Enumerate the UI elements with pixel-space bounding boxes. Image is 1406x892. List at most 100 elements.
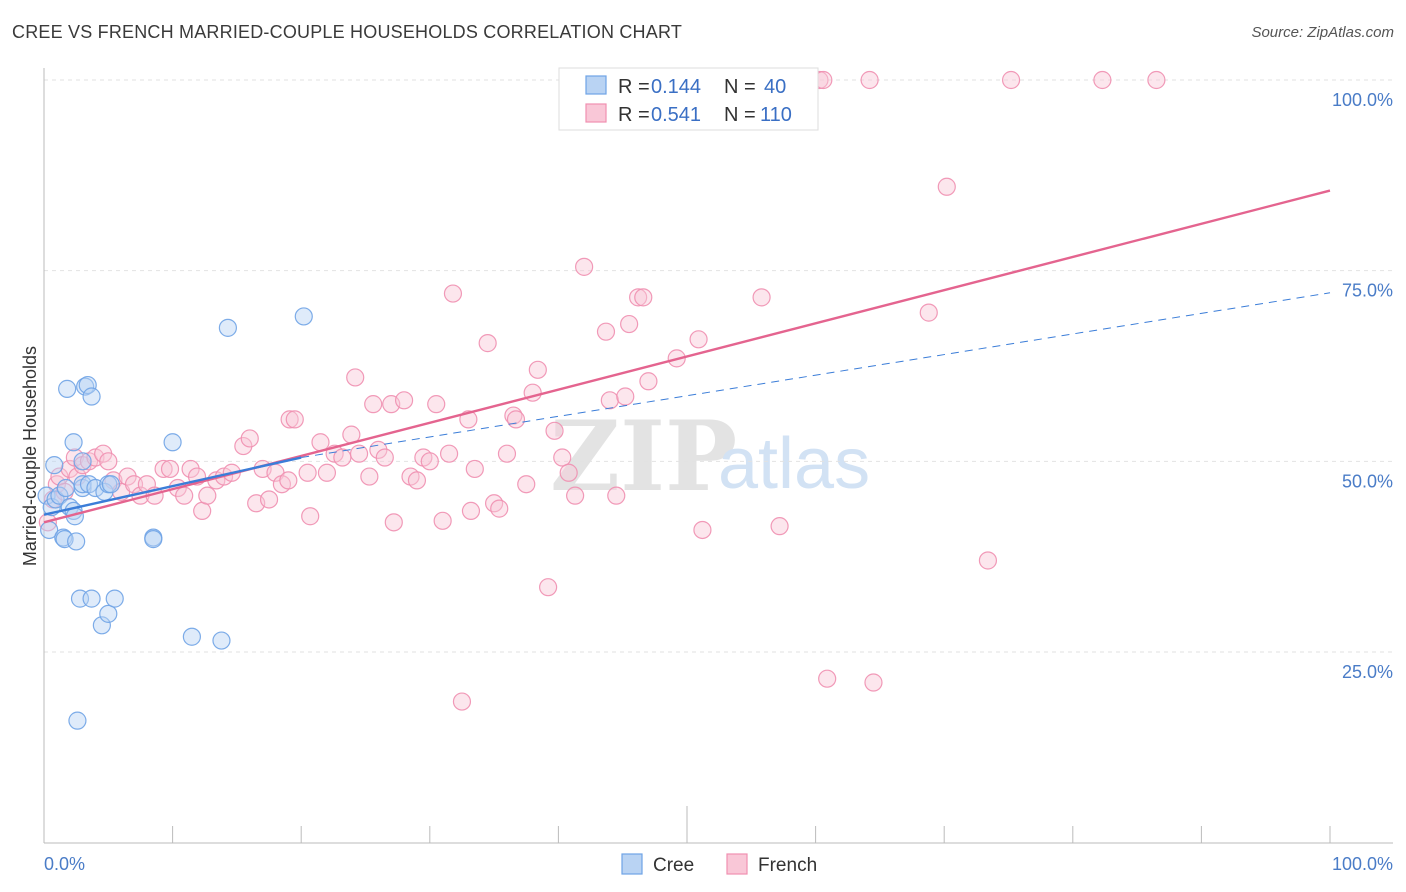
french-point xyxy=(439,444,459,463)
cree-point xyxy=(99,604,118,623)
cree-point xyxy=(55,530,74,549)
y-tick-label: 25.0% xyxy=(1342,662,1393,682)
french-point xyxy=(118,467,137,486)
legend-french-n-label: N = xyxy=(724,104,756,126)
trend-lines xyxy=(43,189,1331,524)
french-point xyxy=(639,372,658,391)
french-point xyxy=(575,257,594,276)
cree-point xyxy=(73,452,92,471)
french-point xyxy=(427,395,446,414)
cree-point xyxy=(294,307,313,326)
french-point xyxy=(452,692,472,711)
y-tick-labels: 25.0% 50.0% 75.0% 100.0% xyxy=(1332,90,1393,682)
french-point xyxy=(770,517,789,536)
y-tick-label: 50.0% xyxy=(1342,471,1393,491)
legend: R = 0.144 N = 40 R = 0.541 N = 110 xyxy=(558,67,819,131)
french-point xyxy=(154,459,173,479)
cree-point xyxy=(101,475,120,494)
y-tick-label: 100.0% xyxy=(1332,90,1393,110)
legend-french-r-value: 0.541 xyxy=(651,104,701,126)
french-point xyxy=(818,669,837,688)
cree-point xyxy=(56,478,75,498)
y-axis-label: Married-couple Households xyxy=(20,346,40,566)
french-point xyxy=(193,501,212,521)
legend-cree-r-label: R = xyxy=(618,76,650,98)
french-point xyxy=(1001,70,1021,90)
bottom-legend-french: French xyxy=(758,855,817,876)
french-point xyxy=(298,463,317,482)
legend-cree-r-value: 0.144 xyxy=(651,76,701,98)
cree-point xyxy=(64,433,83,452)
french-point xyxy=(317,463,337,482)
french-point xyxy=(559,463,578,482)
french-point xyxy=(443,284,463,303)
cree-point xyxy=(67,532,86,551)
legend-french-r-label: R = xyxy=(618,104,650,126)
french-point xyxy=(461,501,481,521)
french-point xyxy=(616,387,635,406)
y-tick-label: 75.0% xyxy=(1342,281,1393,301)
cree-point xyxy=(45,456,64,475)
french-point xyxy=(629,288,648,307)
x-tick-max: 100.0% xyxy=(1332,854,1393,874)
french-point xyxy=(566,486,585,505)
bottom-legend-swatch-french xyxy=(726,853,748,875)
legend-french-n-value: 110 xyxy=(760,104,792,126)
french-point xyxy=(1093,70,1112,90)
cree-point xyxy=(218,318,237,337)
french-point xyxy=(517,475,536,494)
french-point xyxy=(919,303,938,322)
cree-point xyxy=(68,711,87,730)
cree-point xyxy=(58,379,77,398)
french-point xyxy=(240,429,259,448)
french-point xyxy=(285,410,304,429)
cree-point xyxy=(82,387,101,406)
french-point xyxy=(485,494,504,513)
cree-points xyxy=(37,307,313,730)
legend-cree-n-value: 40 xyxy=(764,76,786,98)
french-point xyxy=(301,507,320,526)
cree-point xyxy=(105,589,124,608)
french-point xyxy=(545,421,564,440)
french-point xyxy=(259,490,279,509)
french-point xyxy=(596,322,616,341)
french-point xyxy=(124,475,144,494)
bottom-legend: Cree French xyxy=(621,853,817,876)
cree-point xyxy=(144,530,163,549)
french-point xyxy=(465,459,484,479)
cree-trend-extension xyxy=(301,292,1331,459)
french-point xyxy=(620,314,639,334)
french-point xyxy=(978,551,998,570)
french-point xyxy=(539,578,558,597)
french-point xyxy=(528,360,547,379)
french-point xyxy=(375,448,394,467)
french-point xyxy=(420,452,439,471)
x-tick-min: 0.0% xyxy=(44,854,85,874)
legend-cree-n-label: N = xyxy=(724,76,756,98)
french-point xyxy=(384,513,403,532)
french-point xyxy=(311,433,330,452)
cree-point xyxy=(82,589,101,608)
french-point xyxy=(346,368,365,387)
cree-point xyxy=(78,375,97,395)
chart-title: CREE VS FRENCH MARRIED-COUPLE HOUSEHOLDS… xyxy=(12,22,683,42)
axes xyxy=(43,68,1393,844)
bottom-legend-swatch-cree xyxy=(621,853,643,875)
bottom-legend-cree: Cree xyxy=(653,855,694,876)
french-point xyxy=(279,471,298,490)
french-point xyxy=(600,391,619,410)
french-point xyxy=(490,499,509,518)
gridlines xyxy=(44,79,1393,653)
french-point xyxy=(752,288,771,307)
french-point xyxy=(349,444,369,463)
watermark-zip: ZIP xyxy=(550,400,737,513)
x-ticks xyxy=(43,806,1331,843)
french-point xyxy=(634,288,653,307)
french-point xyxy=(198,486,217,505)
cree-point xyxy=(163,433,182,452)
french-point xyxy=(860,70,879,90)
watermark-atlas: atlas xyxy=(718,424,870,504)
french-point xyxy=(181,459,200,479)
french-point xyxy=(1147,70,1166,90)
legend-swatch-cree xyxy=(585,75,607,95)
